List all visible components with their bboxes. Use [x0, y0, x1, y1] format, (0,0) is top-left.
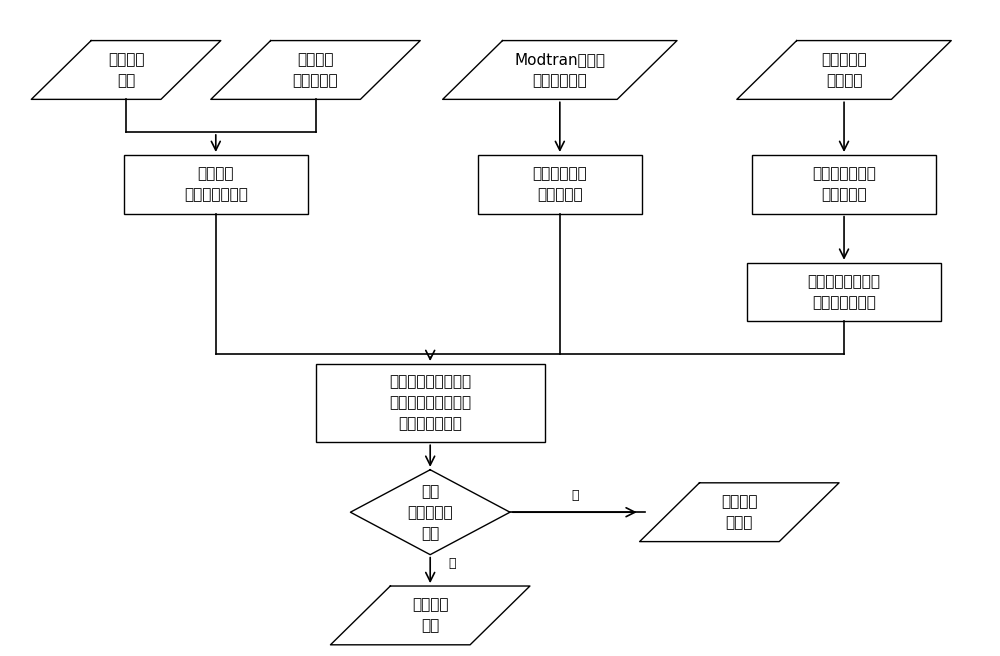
- Text: 目标三维
模型: 目标三维 模型: [108, 52, 144, 88]
- Bar: [316, 364, 545, 442]
- Bar: [124, 155, 308, 214]
- Bar: [752, 155, 936, 214]
- Polygon shape: [31, 41, 221, 99]
- Text: 探测系统传
感器参数: 探测系统传 感器参数: [821, 52, 867, 88]
- Text: 大气透过率及
程辐射计算: 大气透过率及 程辐射计算: [532, 166, 587, 202]
- Text: 设定观测角度并将
目标置于视场中: 设定观测角度并将 目标置于视场中: [808, 274, 881, 310]
- Polygon shape: [640, 483, 839, 542]
- Text: 是: 是: [448, 558, 456, 570]
- Polygon shape: [211, 41, 420, 99]
- Polygon shape: [737, 41, 951, 99]
- Polygon shape: [330, 586, 530, 645]
- Text: 计算与像面上的热辐
射分布对应的目标辐
射亮度分布矩阵: 计算与像面上的热辐 射分布对应的目标辐 射亮度分布矩阵: [389, 375, 471, 432]
- Polygon shape: [443, 41, 677, 99]
- Bar: [747, 262, 941, 321]
- Polygon shape: [350, 470, 510, 555]
- Text: 三维光谱
立方体: 三维光谱 立方体: [721, 494, 758, 530]
- Text: 目标
是否为点斑
状？: 目标 是否为点斑 状？: [407, 483, 453, 541]
- Text: 建立目标到像面
的映射模型: 建立目标到像面 的映射模型: [812, 166, 876, 202]
- Text: Modtran大气透
过率计算模型: Modtran大气透 过率计算模型: [514, 52, 605, 88]
- Bar: [478, 155, 642, 214]
- Text: 否: 否: [571, 489, 579, 502]
- Text: 目标表面
温度和材质: 目标表面 温度和材质: [293, 52, 338, 88]
- Text: 一维光谱
曲线: 一维光谱 曲线: [412, 598, 448, 634]
- Text: 建立目标
物理热辐射模型: 建立目标 物理热辐射模型: [184, 166, 248, 202]
